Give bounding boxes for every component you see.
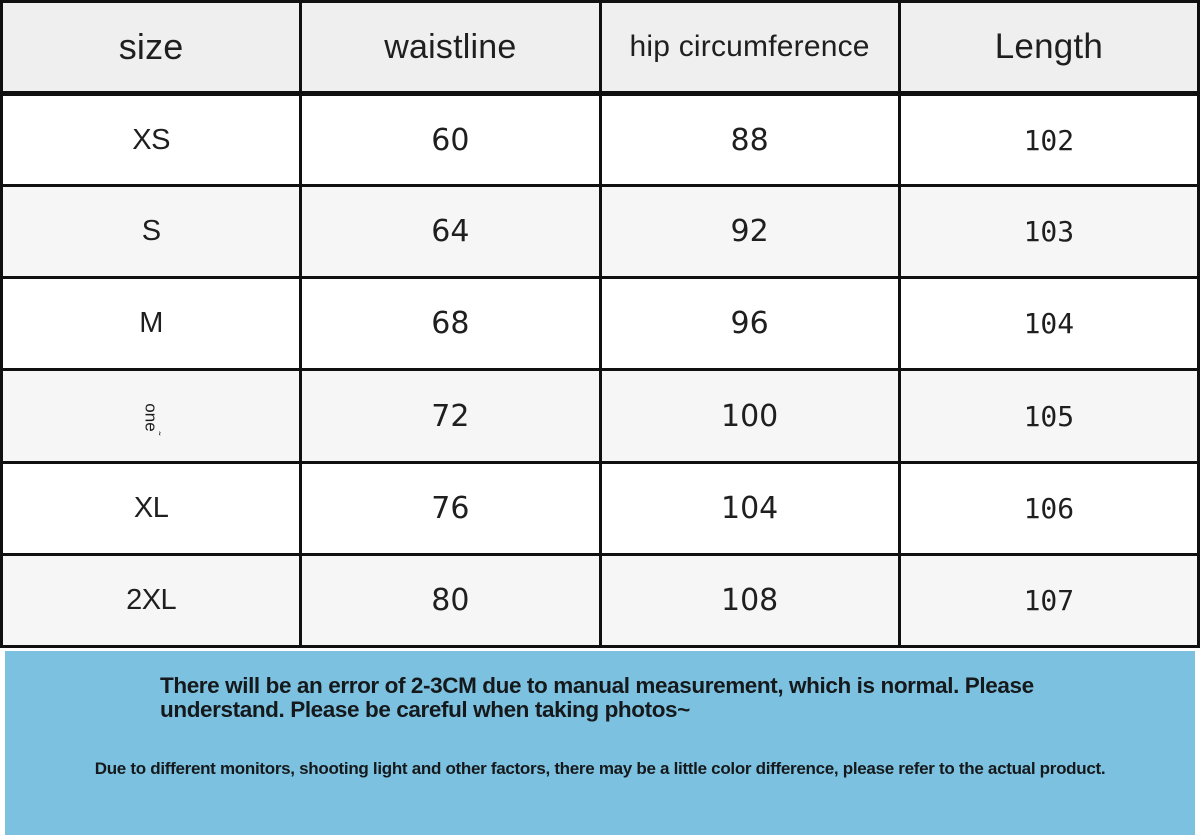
size-value: XS <box>0 91 303 188</box>
header-length: Length <box>897 0 1200 96</box>
hip-value: 100 <box>598 368 901 464</box>
rotated-one-size-label: one˜ <box>141 403 162 436</box>
notice-banner: There will be an error of 2-3CM due to m… <box>5 651 1195 835</box>
table-row-xs: XS 60 88 102 <box>0 91 1200 188</box>
table-row-s: S 64 92 103 <box>0 184 1200 280</box>
waistline-value: 60 <box>299 91 602 188</box>
size-chart-header-row: size waistline hip circumference Length <box>0 0 1200 96</box>
disclaimer-line-1: There will be an error of 2-3CM due to m… <box>160 673 1034 698</box>
color-difference-disclaimer-text: Due to different monitors, shooting ligh… <box>94 759 1106 778</box>
disclaimer-line-2: understand. Please be careful when takin… <box>160 696 690 722</box>
hip-value: 104 <box>598 460 901 556</box>
waistline-value: 80 <box>299 552 602 649</box>
header-size: size <box>0 0 303 96</box>
length-value: 105 <box>897 368 1200 464</box>
size-value: S <box>0 184 303 280</box>
size-chart-table: size waistline hip circumference Length … <box>0 0 1200 649</box>
size-mark: ˜ <box>149 431 162 436</box>
length-value: 104 <box>897 276 1200 372</box>
waistline-value: 68 <box>299 276 602 372</box>
hip-value: 96 <box>598 276 901 372</box>
hip-value: 88 <box>598 91 901 188</box>
length-value: 103 <box>897 184 1200 280</box>
table-row-2xl: 2XL 80 108 107 <box>0 552 1200 649</box>
waistline-value: 64 <box>299 184 602 280</box>
hip-value: 92 <box>598 184 901 280</box>
length-value: 107 <box>897 552 1200 649</box>
size-value: 2XL <box>0 552 303 649</box>
header-hip-circumference: hip circumference <box>598 0 901 96</box>
size-value-rotated: one˜ <box>0 368 303 464</box>
hip-value: 108 <box>598 552 901 649</box>
header-waistline: waistline <box>299 0 602 96</box>
length-value: 106 <box>897 460 1200 556</box>
table-row-m: M 68 96 104 <box>0 276 1200 372</box>
table-row-one-size: one˜ 72 100 105 <box>0 368 1200 464</box>
length-value: 102 <box>897 91 1200 188</box>
waistline-value: 76 <box>299 460 602 556</box>
waistline-value: 72 <box>299 368 602 464</box>
size-value: XL <box>0 460 303 556</box>
size-value: M <box>0 276 303 372</box>
measurement-disclaimer-text: There will be an error of 2-3CM due to m… <box>160 674 1090 721</box>
table-row-xl: XL 76 104 106 <box>0 460 1200 556</box>
